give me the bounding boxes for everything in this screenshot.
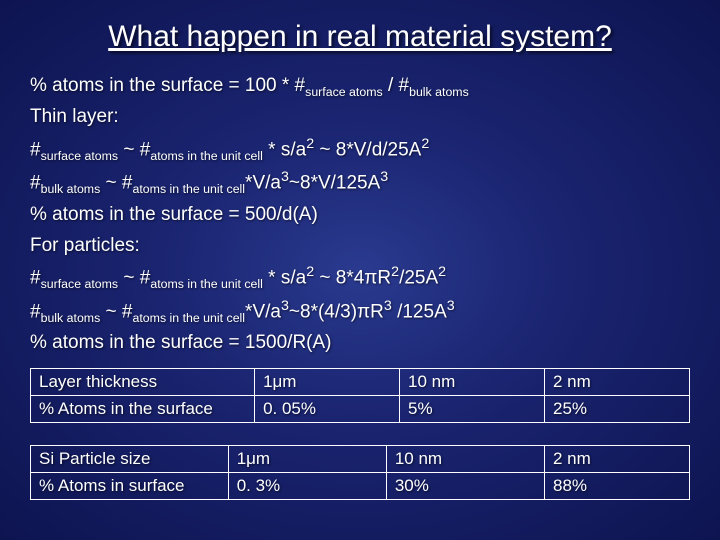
text: ~8*V/125A: [289, 173, 380, 194]
subscript: surface atoms: [305, 85, 383, 99]
line-6: For particles:: [30, 232, 690, 261]
table-cell: 1μm: [228, 445, 386, 472]
superscript: 2: [306, 264, 314, 280]
layer-table: Layer thickness 1μm 10 nm 2 nm % Atoms i…: [30, 368, 690, 423]
table-cell: 1μm: [255, 368, 400, 395]
table-cell: 10 nm: [386, 445, 544, 472]
line-8: #bulk atoms ~ #atoms in the unit cell*V/…: [30, 296, 690, 328]
table-cell: 10 nm: [400, 368, 545, 395]
slide-title: What happen in real material system?: [30, 20, 690, 54]
table-row: Si Particle size 1μm 10 nm 2 nm: [31, 445, 690, 472]
superscript: 3: [384, 298, 392, 314]
text: ~ #: [100, 173, 132, 194]
text: #: [30, 267, 41, 288]
text: % atoms in the surface = 100 * #: [30, 75, 305, 96]
superscript: 2: [391, 264, 399, 280]
subscript: bulk atoms: [41, 183, 101, 197]
superscript: 2: [421, 136, 429, 152]
table-cell: 2 nm: [545, 368, 690, 395]
table-cell: 2 nm: [545, 445, 690, 472]
text: /25A: [399, 267, 438, 288]
subscript: atoms in the unit cell: [150, 149, 263, 163]
slide-content: % atoms in the surface = 100 * #surface …: [30, 72, 690, 358]
text: ~ #: [118, 267, 150, 288]
superscript: 3: [447, 298, 455, 314]
text: /125A: [392, 301, 447, 322]
line-9: % atoms in the surface = 1500/R(A): [30, 329, 690, 358]
superscript: 3: [281, 298, 289, 314]
line-5: % atoms in the surface = 500/d(A): [30, 201, 690, 230]
table-cell: 5%: [400, 395, 545, 422]
subscript: surface atoms: [41, 277, 119, 291]
text: ~ #: [100, 301, 132, 322]
text: * s/a: [263, 267, 306, 288]
subscript: atoms in the unit cell: [133, 311, 246, 325]
table-cell: 0. 05%: [255, 395, 400, 422]
text: ~ 8*4πR: [314, 267, 391, 288]
subscript: bulk atoms: [41, 311, 101, 325]
text: #: [30, 173, 41, 194]
table-row: % Atoms in surface 0. 3% 30% 88%: [31, 472, 690, 499]
superscript: 2: [438, 264, 446, 280]
table-cell: Layer thickness: [31, 368, 255, 395]
table-cell: 25%: [545, 395, 690, 422]
subscript: atoms in the unit cell: [133, 183, 246, 197]
line-3: #surface atoms ~ #atoms in the unit cell…: [30, 134, 690, 166]
line-7: #surface atoms ~ #atoms in the unit cell…: [30, 262, 690, 294]
table-cell: Si Particle size: [31, 445, 229, 472]
text: ~8*(4/3)πR: [289, 301, 384, 322]
text: #: [30, 139, 41, 160]
table-cell: 0. 3%: [228, 472, 386, 499]
text: *V/a: [245, 173, 281, 194]
text: / #: [383, 75, 409, 96]
line-2: Thin layer:: [30, 103, 690, 132]
subscript: surface atoms: [41, 149, 119, 163]
line-4: #bulk atoms ~ #atoms in the unit cell*V/…: [30, 167, 690, 199]
line-1: % atoms in the surface = 100 * #surface …: [30, 72, 690, 101]
table-cell: % Atoms in surface: [31, 472, 229, 499]
table-cell: 30%: [386, 472, 544, 499]
superscript: 3: [281, 169, 289, 185]
table-cell: 88%: [545, 472, 690, 499]
text: * s/a: [263, 139, 306, 160]
table-cell: % Atoms in the surface: [31, 395, 255, 422]
table-row: Layer thickness 1μm 10 nm 2 nm: [31, 368, 690, 395]
text: ~ #: [118, 139, 150, 160]
superscript: 2: [306, 136, 314, 152]
table-row: % Atoms in the surface 0. 05% 5% 25%: [31, 395, 690, 422]
text: ~ 8*V/d/25A: [314, 139, 421, 160]
subscript: atoms in the unit cell: [150, 277, 263, 291]
subscript: bulk atoms: [409, 85, 469, 99]
particle-table: Si Particle size 1μm 10 nm 2 nm % Atoms …: [30, 445, 690, 500]
text: #: [30, 301, 41, 322]
text: *V/a: [245, 301, 281, 322]
superscript: 3: [380, 169, 388, 185]
